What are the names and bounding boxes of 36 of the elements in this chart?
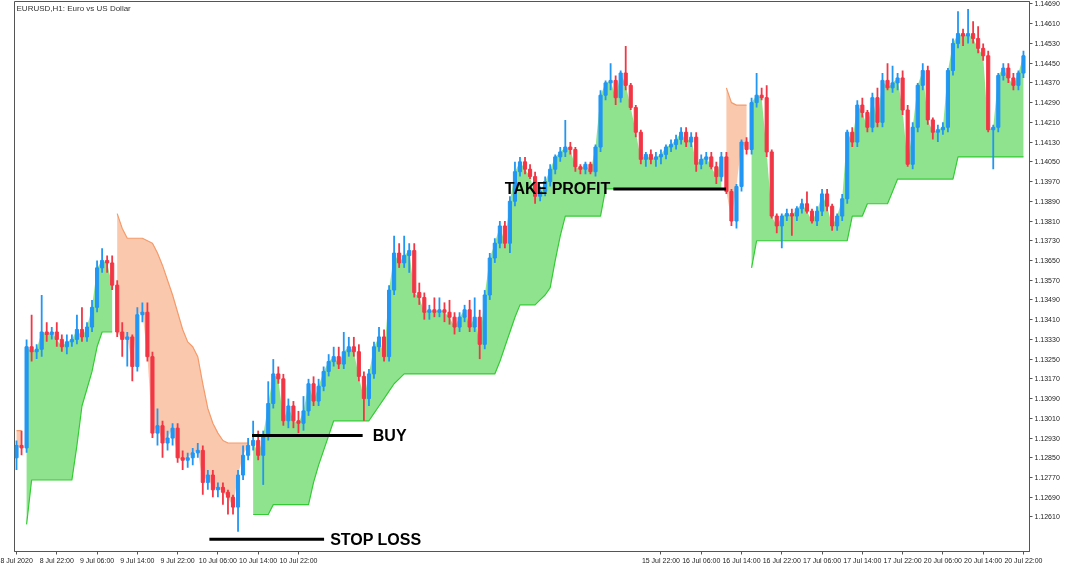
candlestick [684, 126, 689, 148]
candlestick [432, 296, 437, 319]
candlestick [29, 313, 34, 363]
candlestick [613, 74, 618, 106]
candlestick [397, 242, 402, 269]
candlestick [789, 207, 794, 237]
candlestick [311, 375, 316, 407]
ref-line-label: BUY [372, 427, 407, 445]
candlestick [971, 20, 976, 45]
candlestick [210, 469, 215, 499]
candlestick [44, 321, 49, 343]
ref-line-label: STOP LOSS [330, 530, 422, 548]
candlestick [850, 126, 855, 148]
candlestick [155, 407, 160, 447]
candlestick [502, 220, 507, 250]
candlestick [286, 397, 291, 430]
candlestick [966, 8, 971, 45]
candlestick [472, 296, 477, 333]
candlestick [437, 296, 442, 319]
candlestick [402, 234, 407, 269]
candlestick [230, 493, 236, 516]
candlestick [885, 62, 890, 92]
candlestick [467, 299, 472, 333]
candlestick [74, 313, 79, 346]
candlestick [381, 328, 387, 363]
chart-title: EURUSD,H1: Euro vs US Dollar [16, 3, 132, 13]
candlestick [719, 151, 724, 183]
candlestick [160, 419, 165, 459]
candlestick [14, 439, 19, 472]
candlestick [79, 306, 85, 343]
candlestick [336, 345, 341, 370]
candlestick [256, 429, 261, 462]
candlestick [225, 488, 231, 516]
candlestick [205, 469, 210, 491]
candlestick [125, 331, 130, 368]
candlestick [261, 429, 266, 486]
